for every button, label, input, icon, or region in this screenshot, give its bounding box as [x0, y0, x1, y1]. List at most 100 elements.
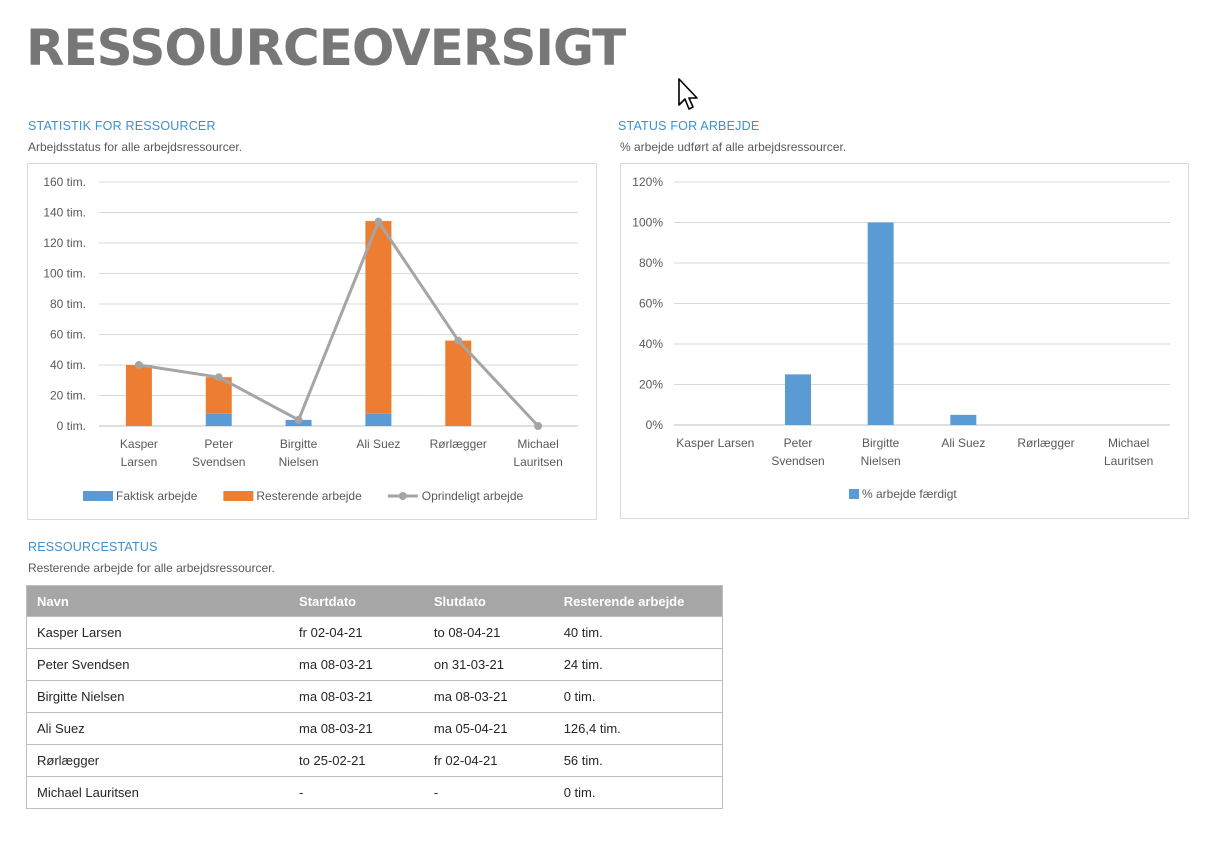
y-tick-label: 120 tim. [43, 236, 86, 250]
work-status-chart-svg: 0% 20% 40% 60% 80% 100% 120% Kasper Larsen Peter… [632, 175, 1170, 501]
cell-remaining-work: 40 tim. [553, 616, 723, 649]
x-tick-label: Michael [1108, 436, 1149, 450]
x-tick-label: Larsen [121, 455, 158, 469]
bar [785, 374, 811, 425]
y-tick-label: 60% [639, 297, 663, 311]
bar [867, 222, 894, 425]
bar [365, 413, 392, 426]
cell-remaining-work: 24 tim. [553, 648, 723, 681]
x-tick-label: Rørlægger [1017, 436, 1074, 450]
cell-name: Kasper Larsen [26, 616, 290, 649]
x-tick-label: Michael [517, 437, 558, 451]
cell-end-date: - [423, 776, 554, 809]
y-tick-label: 20% [639, 378, 663, 392]
y-tick-label: 100% [632, 216, 663, 230]
bar [365, 221, 392, 414]
y-tick-label: 100 tim. [43, 267, 86, 281]
header-remaining-work: Resterende arbejde [553, 585, 723, 617]
line-point [134, 361, 143, 369]
bar [950, 414, 977, 425]
table-row: Michael Lauritsen - - 0 tim. [26, 776, 723, 809]
cell-name: Ali Suez [26, 712, 290, 745]
bar [125, 365, 152, 426]
x-tick-label: Ali Suez [941, 436, 985, 450]
table-row: Birgitte Nielsen ma 08-03-21 ma 08-03-21… [26, 680, 723, 713]
y-tick-label: 80 tim. [50, 297, 86, 311]
cell-start-date: fr 02-04-21 [289, 616, 424, 649]
y-tick-label: 0% [646, 418, 664, 432]
x-tick-label: Lauritsen [1104, 454, 1153, 468]
header-start-date: Startdato [289, 585, 424, 617]
line-point [534, 422, 543, 430]
resource-stats-chart-svg: 0 tim. 20 tim. 40 tim. 60 tim. 80 tim. 100 ti… [43, 175, 578, 503]
work-status-chart: 0% 20% 40% 60% 80% 100% 120% Kasper Larsen Peter… [620, 163, 1189, 519]
y-tick-label: 40% [639, 337, 663, 351]
line-point [454, 336, 463, 345]
status-section-title: STATUS FOR ARBEJDE [618, 119, 760, 133]
x-tick-label: Rørlægger [430, 437, 487, 451]
y-tick-label: 0 tim. [57, 419, 86, 433]
mouse-cursor-icon [678, 78, 698, 110]
cell-name: Birgitte Nielsen [26, 680, 290, 713]
legend-label: % arbejde færdigt [862, 487, 957, 501]
legend-swatch-point [398, 492, 407, 500]
cell-remaining-work: 0 tim. [553, 776, 723, 809]
x-tick-label: Peter [204, 437, 233, 451]
cell-start-date: to 25-02-21 [289, 744, 424, 777]
y-tick-label: 160 tim. [43, 175, 86, 189]
cell-end-date: on 31-03-21 [423, 648, 554, 681]
y-tick-label: 60 tim. [50, 328, 86, 342]
series-line [138, 220, 540, 428]
legend-swatch [849, 489, 859, 499]
cell-start-date: - [289, 776, 424, 809]
x-tick-label: Ali Suez [356, 437, 400, 451]
x-tick-label: Kasper [120, 437, 158, 451]
header-end-date: Slutdato [423, 585, 554, 617]
line-point [214, 373, 223, 382]
legend-label: Faktisk arbejde [116, 489, 198, 503]
cell-remaining-work: 56 tim. [553, 744, 723, 777]
x-tick-label: Kasper Larsen [676, 436, 754, 450]
x-tick-label: Lauritsen [513, 455, 562, 469]
bar [445, 340, 472, 426]
x-tick-label: Nielsen [861, 454, 901, 468]
table-row: Rørlægger to 25-02-21 fr 02-04-21 56 tim… [26, 744, 723, 777]
cell-end-date: to 08-04-21 [423, 616, 554, 649]
y-tick-label: 120% [632, 175, 663, 189]
stats-section-subtitle: Arbejdsstatus for alle arbejdsressourcer… [28, 140, 243, 154]
cell-name: Michael Lauritsen [26, 776, 290, 809]
legend-label: Oprindeligt arbejde [422, 489, 524, 503]
resource-status-title: RESSOURCESTATUS [28, 540, 158, 554]
table-row: Kasper Larsen fr 02-04-21 to 08-04-21 40… [26, 616, 723, 649]
y-tick-label: 40 tim. [50, 358, 86, 372]
x-tick-label: Svendsen [192, 455, 245, 469]
cell-end-date: ma 05-04-21 [423, 712, 554, 745]
cell-end-date: ma 08-03-21 [423, 680, 554, 713]
legend-swatch [83, 491, 113, 501]
table-header-row: Navn Startdato Slutdato Resterende arbej… [26, 585, 723, 617]
table-row: Peter Svendsen ma 08-03-21 on 31-03-21 2… [26, 648, 723, 681]
line-point [374, 217, 383, 226]
bar [205, 413, 232, 426]
resource-status-table: Navn Startdato Slutdato Resterende arbej… [26, 585, 723, 809]
legend-swatch [223, 491, 254, 501]
resource-stats-chart: 0 tim. 20 tim. 40 tim. 60 tim. 80 tim. 100 ti… [27, 163, 597, 520]
stats-section-title: STATISTIK FOR RESSOURCER [28, 119, 216, 133]
cell-name: Rørlægger [26, 744, 290, 777]
header-name: Navn [26, 585, 290, 617]
legend-label: Resterende arbejde [256, 489, 362, 503]
cell-end-date: fr 02-04-21 [423, 744, 554, 777]
resource-status-subtitle: Resterende arbejde for alle arbejdsresso… [28, 561, 275, 575]
cell-name: Peter Svendsen [26, 648, 290, 681]
page-title: RESSOURCEOVERSIGT [26, 19, 626, 77]
cell-start-date: ma 08-03-21 [289, 712, 424, 745]
cell-start-date: ma 08-03-21 [289, 648, 424, 681]
x-tick-label: Svendsen [771, 454, 824, 468]
status-section-subtitle: % arbejde udført af alle arbejdsressourc… [620, 140, 847, 154]
cell-start-date: ma 08-03-21 [289, 680, 424, 713]
table-row: Ali Suez ma 08-03-21 ma 05-04-21 126,4 t… [26, 712, 723, 745]
y-tick-label: 140 tim. [43, 206, 86, 220]
x-tick-label: Nielsen [279, 455, 319, 469]
cell-remaining-work: 126,4 tim. [553, 712, 723, 745]
line-point [294, 415, 303, 424]
